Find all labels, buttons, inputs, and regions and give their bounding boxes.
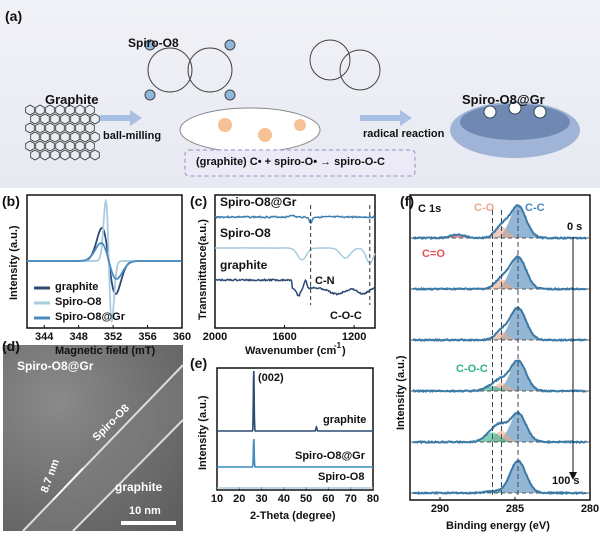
panel-label-e: (e) bbox=[190, 355, 208, 371]
component-C-O bbox=[425, 226, 575, 238]
xps-envelope bbox=[412, 204, 587, 241]
series-label: Spiro-O8@Gr bbox=[295, 450, 366, 462]
tem-image: Spiro-O8@Gr Spiro-O8 8.7 nm graphite 10 … bbox=[3, 345, 183, 531]
ball-milled-graphite-icon bbox=[179, 107, 321, 153]
series-label: graphite bbox=[323, 414, 367, 426]
substrate-label: graphite bbox=[115, 480, 163, 494]
legend-label: Spiro-O8@Gr bbox=[55, 311, 126, 323]
xrd-series-Spiro-O8@Gr bbox=[217, 438, 373, 468]
xps-envelope bbox=[412, 411, 587, 445]
epr-series-Spiro-O8@Gr bbox=[27, 242, 182, 280]
xrd-series-graphite bbox=[217, 370, 373, 432]
ball-milling-label: ball-milling bbox=[103, 130, 162, 142]
x-tick-label: 344 bbox=[35, 331, 54, 343]
series-label: Spiro-O8 bbox=[220, 226, 271, 240]
panel-label: (a) bbox=[5, 8, 23, 24]
ftir-series-graphite bbox=[214, 278, 376, 297]
series-label: Spiro-O8@Gr bbox=[220, 195, 297, 209]
x-tick-label: 80 bbox=[366, 493, 380, 505]
component-C-O-C bbox=[425, 386, 575, 391]
c-c-label: C-C bbox=[525, 202, 545, 214]
y-axis-label: Transmittance(a.u.) bbox=[197, 219, 209, 320]
x-tick-label: 1200 bbox=[341, 331, 367, 343]
arrow-icon bbox=[100, 110, 142, 126]
x-tick-label: 60 bbox=[322, 493, 335, 505]
x-axis-label: Binding energy (eV) bbox=[446, 520, 550, 532]
spiro-label: Spiro-O8 bbox=[128, 36, 179, 50]
c-eq-o-label: C=O bbox=[422, 248, 445, 260]
time-end-label: 100 s bbox=[552, 475, 580, 487]
radical-reaction-label: radical reaction bbox=[363, 128, 445, 140]
x-tick-label: 70 bbox=[344, 493, 357, 505]
x-tick-label: 360 bbox=[172, 331, 192, 343]
peak-002-label: (002) bbox=[258, 372, 284, 384]
time-start-label: 0 s bbox=[567, 221, 583, 233]
ftir-series-Spiro-O8@Gr bbox=[214, 214, 376, 224]
panel-label-c: (c) bbox=[190, 193, 208, 209]
xps-envelope bbox=[412, 254, 587, 291]
x-axis-label: Wavenumber (cm bbox=[245, 345, 337, 357]
scheme-graphics bbox=[25, 39, 580, 177]
xps-envelope bbox=[412, 305, 587, 343]
y-axis-label: Intensity (a.u.) bbox=[8, 225, 20, 300]
x-tick-label: 348 bbox=[69, 331, 88, 343]
x-tick-label: 1600 bbox=[272, 331, 297, 343]
scale-bar-label: 10 nm bbox=[129, 505, 161, 517]
plot-frame bbox=[409, 194, 591, 501]
product-label: Spiro-O8@Gr bbox=[462, 92, 545, 107]
component-C-O bbox=[425, 279, 575, 289]
x-tick-label: 50 bbox=[300, 493, 313, 505]
x-tick-label: 280 bbox=[580, 503, 600, 515]
arrowhead-icon bbox=[569, 472, 577, 480]
legend-label: Spiro-O8 bbox=[55, 296, 102, 308]
plot-frame bbox=[214, 194, 376, 329]
component-C-O bbox=[425, 383, 575, 391]
xps-envelope bbox=[412, 459, 587, 496]
x-tick-label: 10 bbox=[210, 493, 224, 505]
x-axis-unit-close: ) bbox=[342, 345, 346, 357]
panel-label-b: (b) bbox=[2, 193, 20, 209]
ftir-series-Spiro-O8 bbox=[214, 247, 376, 264]
panel-label-f: (f) bbox=[400, 193, 414, 209]
x-tick-label: 20 bbox=[233, 493, 246, 505]
core-level-label: C 1s bbox=[418, 203, 442, 215]
plot-frame bbox=[216, 367, 374, 491]
panel-a-scheme: (a) Graphite Spiro-O8 ball-milling radic… bbox=[0, 0, 600, 188]
product-icon bbox=[450, 101, 580, 158]
x-tick-label: 30 bbox=[255, 493, 268, 505]
panel-label-d: (d) bbox=[2, 338, 20, 354]
graphite-lattice-icon bbox=[25, 104, 100, 161]
y-axis-label: Intensity (a.u.) bbox=[197, 395, 209, 470]
spiro-molecule-icon bbox=[144, 39, 236, 101]
xps-envelope bbox=[412, 359, 587, 394]
x-axis-unit-exponent: -1 bbox=[334, 341, 342, 350]
x-tick-label: 40 bbox=[277, 493, 290, 505]
c-o-label: C-O bbox=[474, 202, 495, 214]
x-tick-label: 2000 bbox=[202, 331, 228, 343]
equation-box bbox=[184, 149, 416, 177]
tem-title: Spiro-O8@Gr bbox=[17, 359, 94, 373]
c-n-label: C-N bbox=[315, 275, 335, 287]
arrow-icon bbox=[360, 110, 412, 126]
legend-label: graphite bbox=[55, 281, 99, 293]
series-label: graphite bbox=[220, 258, 268, 272]
x-tick-label: 356 bbox=[138, 331, 157, 343]
c-o-c-label: C-O-C bbox=[456, 363, 488, 375]
component-C-O-C bbox=[425, 491, 575, 493]
x-axis-label: Magnetic field (mT) bbox=[55, 345, 156, 357]
component-C-O bbox=[425, 332, 575, 340]
graphite-label: Graphite bbox=[45, 92, 99, 107]
series-label: Spiro-O8 bbox=[318, 471, 365, 483]
x-tick-label: 285 bbox=[505, 503, 525, 515]
x-tick-label: 290 bbox=[430, 503, 450, 515]
c-o-c-label: C-O-C bbox=[330, 310, 362, 322]
spiro-molecule-icon bbox=[309, 39, 381, 91]
y-axis-label: Intensity (a.u.) bbox=[395, 355, 407, 430]
x-tick-label: 352 bbox=[103, 331, 123, 343]
component-C-O-C bbox=[425, 432, 575, 442]
reaction-equation: (graphite) C• + spiro-O• → spiro-O-C bbox=[196, 156, 385, 168]
x-axis-label: 2-Theta (degree) bbox=[250, 510, 336, 522]
